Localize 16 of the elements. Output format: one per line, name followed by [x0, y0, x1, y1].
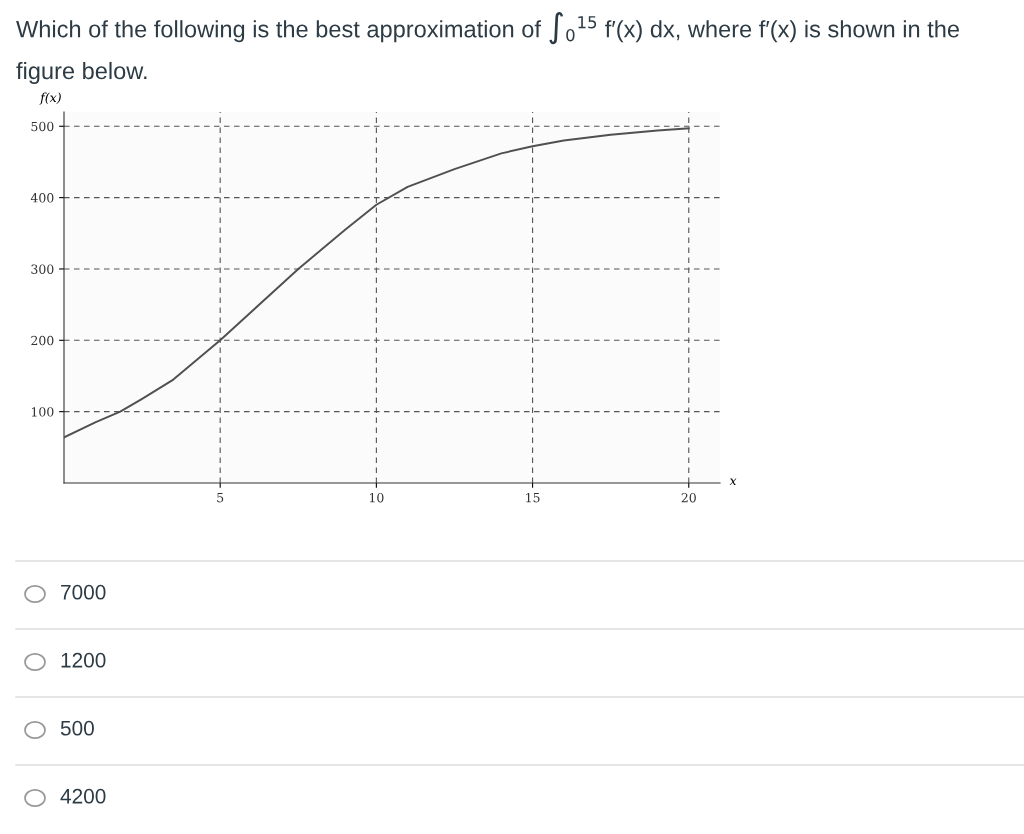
text: 7000: [61, 584, 106, 600]
text: 1200: [61, 652, 106, 668]
y-tick-label: 200: [31, 335, 54, 346]
text: 500: [60, 720, 94, 736]
text: 4200: [60, 788, 106, 804]
x-axis-title: x: [729, 478, 737, 486]
x-tick-label: 5: [217, 493, 224, 503]
y-axis-title: f(x): [39, 92, 61, 105]
x-tick-label: 10: [369, 492, 384, 503]
x-tick-label: 15: [526, 492, 540, 503]
x-tick-label: 20: [681, 492, 696, 503]
y-tick-label: 500: [31, 121, 54, 132]
chart-title: Which of the following is the best approximation of ∫$_{0}$$^{15}$ f′(x) dx, where f′(x) is shown in the figure below.: [16, 12, 959, 84]
y-tick-label: 300: [31, 264, 54, 274]
y-tick-label: 400: [30, 193, 54, 203]
y-tick-label: 100: [31, 407, 54, 417]
